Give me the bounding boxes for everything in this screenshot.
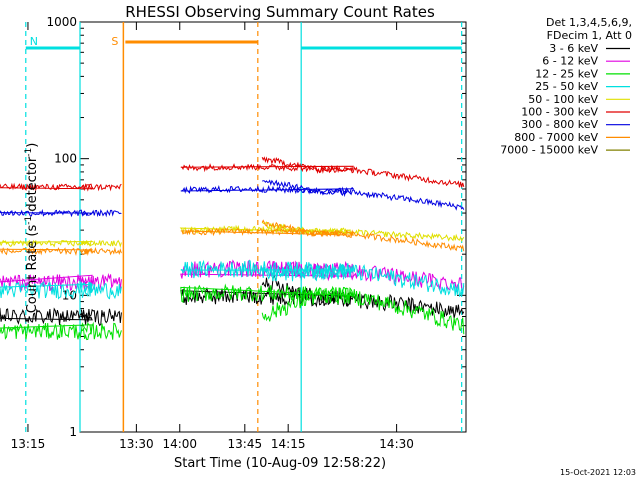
series-line-post [180,156,465,188]
x-tick-label: 14:00 [162,437,197,451]
footer-timestamp: 15-Oct-2021 12:03 [560,468,636,477]
series-line-post [180,179,465,211]
legend-entry-label: 6 - 12 keV [542,55,598,68]
series-line-pre [0,182,122,192]
series-line-pre [0,246,122,257]
y-tick-label: 100 [54,152,77,166]
series-line-pre [0,321,122,341]
legend-entry-label: 7000 - 15000 keV [500,144,598,157]
annotation-label: N [30,35,38,48]
series-line-pre [0,307,122,327]
legend-entry-label: 25 - 50 keV [535,80,598,93]
y-axis-label: Count Rate (s-1 detector-1) [24,143,40,314]
x-tick-label: 14:30 [379,437,414,451]
legend-entry-label: 12 - 25 keV [535,67,598,80]
plot-frame [79,21,467,433]
legend-entry-label: 800 - 7000 keV [514,131,598,144]
x-tick-label: 14:15 [271,437,306,451]
series-line-pre [0,239,122,248]
series-line-pre [0,280,122,300]
x-axis-label: Start Time (10-Aug-09 12:58:22) [174,456,386,471]
axes: 13:0013:1513:3013:4514:0014:1514:3011010… [11,15,467,451]
series-line-post [180,259,465,297]
legend-entry-label: 3 - 6 keV [549,42,598,55]
legend-entry-label: 100 - 300 keV [521,106,598,119]
x-tick-label: 13:15 [11,437,46,451]
x-tick-label: 13:30 [119,437,154,451]
series-line-pre [0,272,122,292]
x-tick-label: 13:45 [228,437,263,451]
series-line-post [180,219,465,252]
chart-title: RHESSI Observing Summary Count Rates [125,3,435,21]
legend: Det 1,3,4,5,6,9, FDecim 1, Att 0 3 - 6 k… [500,16,632,157]
series-lines [0,156,465,341]
series-line-post [180,283,465,335]
y-tick-label: 1 [69,425,77,439]
legend-header-2: FDecim 1, Att 0 [547,29,632,42]
legend-header-1: Det 1,3,4,5,6,9, [546,16,632,29]
annotation-label: S [111,35,118,48]
y-tick-label: 1000 [46,15,77,29]
series-line-pre [0,208,122,218]
legend-entry-label: 50 - 100 keV [528,93,598,106]
legend-entry-label: 300 - 800 keV [521,118,598,131]
